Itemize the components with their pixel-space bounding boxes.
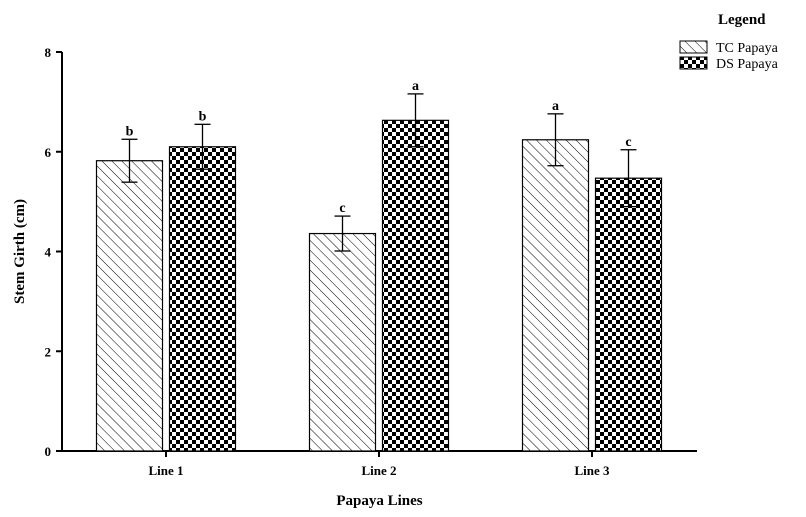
legend-label: TC Papaya	[716, 41, 779, 56]
bar-tc-papaya	[308, 232, 377, 452]
y-tick-label: 2	[45, 344, 52, 359]
significance-letter: a	[412, 79, 419, 94]
y-tick-label: 4	[45, 245, 52, 260]
labels: b c a b a c	[126, 79, 632, 216]
x-tick-label: Line 3	[574, 463, 610, 478]
significance-letter: c	[339, 201, 345, 216]
axes: 0 2 4 6 8 Line 1 Line 2 Line 3 Papaya Lines Stem …	[12, 45, 697, 509]
bar-ds-papaya	[381, 119, 450, 452]
x-axis-title: Papaya Lines	[336, 493, 422, 509]
significance-letter: b	[126, 124, 134, 139]
legend-swatch	[679, 40, 708, 54]
legend-title: Legend	[718, 12, 766, 28]
x-tick-label: Line 1	[148, 463, 183, 478]
y-tick-label: 8	[45, 45, 52, 60]
bar-tc-papaya	[95, 160, 164, 452]
significance-letter: c	[625, 135, 631, 150]
legend-label: DS Papaya	[716, 57, 779, 72]
legend-swatch	[679, 56, 708, 70]
y-tick-label: 0	[45, 444, 52, 459]
y-axis-title: Stem Girth (cm)	[12, 199, 28, 304]
bar-ds-papaya	[168, 146, 237, 452]
bars	[95, 93, 663, 452]
x-tick-label: Line 2	[361, 463, 396, 478]
significance-letter: a	[552, 99, 559, 114]
y-tick-label: 6	[45, 145, 52, 160]
significance-letter: b	[199, 109, 207, 124]
bar-ds-papaya	[594, 177, 663, 452]
bar-tc-papaya	[521, 139, 590, 452]
